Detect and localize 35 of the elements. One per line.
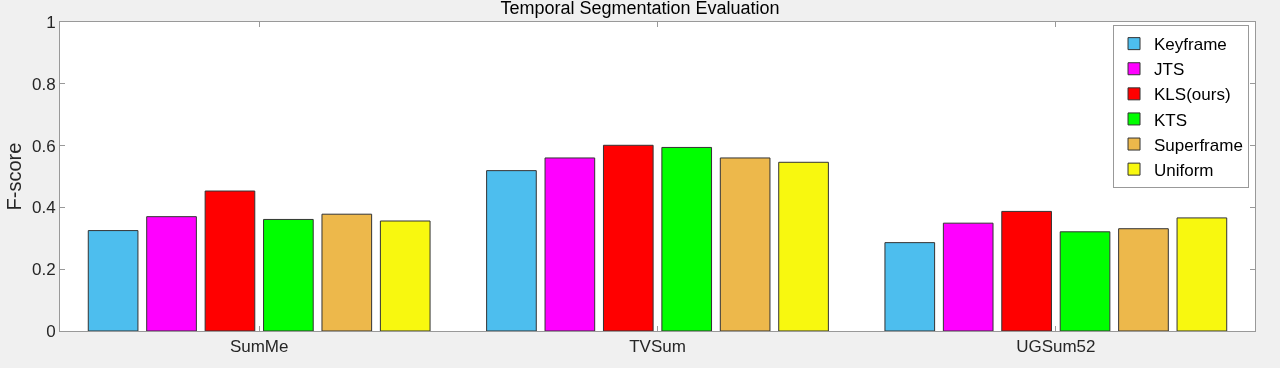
y-tick-label: 0.6 xyxy=(31,136,56,156)
x-tick-label: SumMe xyxy=(229,337,289,357)
bar xyxy=(1118,228,1169,331)
y-tick-label: 0 xyxy=(46,321,56,341)
bar xyxy=(942,222,994,331)
y-axis-title: F-score xyxy=(3,142,26,211)
x-tick-label: TVSum xyxy=(629,337,686,357)
y-tick-label: 0.2 xyxy=(31,260,56,280)
bar xyxy=(778,161,829,331)
legend-label: JTS xyxy=(1154,60,1185,80)
y-tick-label: 0.4 xyxy=(31,198,56,218)
bar xyxy=(544,157,596,331)
y-tick-label: 0.8 xyxy=(31,74,56,94)
bar xyxy=(1001,210,1052,331)
bar xyxy=(719,157,771,331)
bar xyxy=(602,144,654,331)
bar xyxy=(263,218,314,331)
legend-label: Uniform xyxy=(1154,160,1214,180)
legend-label: KTS xyxy=(1154,110,1188,130)
y-tick-label: 1 xyxy=(46,12,56,32)
legend-label: Superframe xyxy=(1154,135,1243,155)
bar xyxy=(1176,217,1228,331)
bar xyxy=(321,213,373,331)
bar xyxy=(661,146,713,331)
legend-label: Keyframe xyxy=(1154,35,1227,55)
chart-title: Temporal Segmentation Evaluation xyxy=(500,0,780,19)
x-tick-label: UGSum52 xyxy=(1016,337,1096,357)
legend-label: KLS(ours) xyxy=(1154,85,1231,105)
bar xyxy=(146,216,197,331)
bar xyxy=(87,230,139,331)
bar xyxy=(884,242,936,331)
bar xyxy=(1059,231,1111,331)
bar xyxy=(486,170,537,331)
bar xyxy=(379,220,431,331)
bar xyxy=(204,190,256,331)
